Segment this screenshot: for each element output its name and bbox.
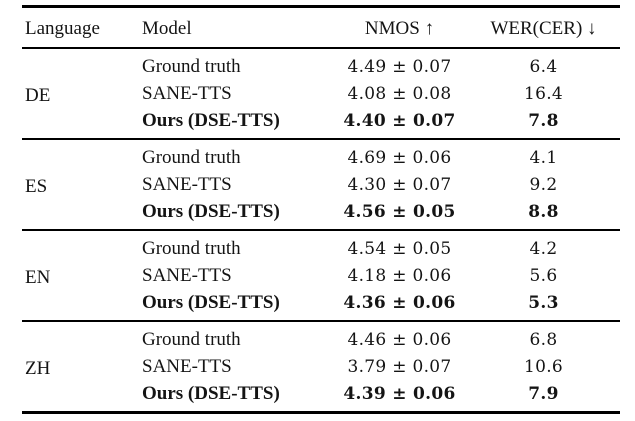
model-cell: SANE-TTS [142,355,232,377]
col-header-language: Language [25,18,100,39]
wer-cell: 9.2 [529,174,558,195]
wer-cell: 6.4 [529,56,558,77]
language-block-es: ES Ground truth 4.69 ± 0.06 4.1 SANE-TTS… [22,139,620,230]
nmos-cell: 4.49 ± 0.07 [347,56,452,77]
wer-cell: 8.8 [528,201,559,222]
language-block-en: EN Ground truth 4.54 ± 0.05 4.2 SANE-TTS… [22,230,620,321]
nmos-cell: 4.39 ± 0.06 [343,383,456,404]
language-cell: DE [25,84,51,106]
model-cell: Ours (DSE-TTS) [142,382,280,404]
table-row: SANE-TTS 4.08 ± 0.08 16.4 [22,80,620,107]
wer-cell: 7.9 [528,383,559,404]
language-block-zh: ZH Ground truth 4.46 ± 0.06 6.8 SANE-TTS… [22,321,620,413]
model-cell: Ground truth [142,55,241,77]
col-header-model: Model [142,18,192,39]
model-cell: SANE-TTS [142,264,232,286]
table-row: ZH Ground truth 4.46 ± 0.06 6.8 [22,321,620,379]
wer-cell: 4.2 [529,238,558,259]
nmos-cell: 4.54 ± 0.05 [347,238,452,259]
nmos-cell: 4.18 ± 0.06 [347,265,452,286]
table-row: Ours (DSE-TTS) 4.40 ± 0.07 7.8 [22,107,620,139]
table-header-row: Language Model NMOS ↑ WER(CER) ↓ [22,7,620,48]
table-row: EN Ground truth 4.54 ± 0.05 4.2 [22,230,620,288]
nmos-cell: 4.08 ± 0.08 [347,83,452,104]
table-row: DE Ground truth 4.49 ± 0.07 6.4 [22,48,620,106]
wer-cell: 5.3 [528,292,559,313]
language-cell: EN [25,266,51,288]
language-cell: ZH [25,357,51,379]
table-row: Ours (DSE-TTS) 4.56 ± 0.05 8.8 [22,198,620,230]
model-cell: Ours (DSE-TTS) [142,109,280,131]
wer-cell: 7.8 [528,110,559,131]
wer-cell: 6.8 [529,329,558,350]
table-row: SANE-TTS 3.79 ± 0.07 10.6 [22,353,620,380]
language-block-de: DE Ground truth 4.49 ± 0.07 6.4 SANE-TTS… [22,48,620,139]
nmos-cell: 4.56 ± 0.05 [343,201,456,222]
nmos-cell: 4.69 ± 0.06 [347,147,452,168]
model-cell: SANE-TTS [142,173,232,195]
model-cell: Ours (DSE-TTS) [142,200,280,222]
wer-cell: 5.6 [529,265,558,286]
table-row: SANE-TTS 4.18 ± 0.06 5.6 [22,262,620,289]
wer-cell: 16.4 [523,83,564,104]
table-row: Ours (DSE-TTS) 4.39 ± 0.06 7.9 [22,380,620,413]
col-header-wer-down-arrow-icon: WER(CER) ↓ [490,18,597,39]
nmos-cell: 4.36 ± 0.06 [343,292,456,313]
table-row: ES Ground truth 4.69 ± 0.06 4.1 [22,139,620,197]
wer-cell: 4.1 [529,147,558,168]
nmos-cell: 4.30 ± 0.07 [347,174,452,195]
nmos-cell: 4.46 ± 0.06 [347,329,452,350]
results-table: Language Model NMOS ↑ WER(CER) ↓ DE Grou… [22,5,620,414]
model-cell: Ours (DSE-TTS) [142,291,280,313]
wer-cell: 10.6 [523,356,564,377]
table-row: Ours (DSE-TTS) 4.36 ± 0.06 5.3 [22,289,620,321]
language-cell: ES [25,175,48,197]
nmos-cell: 3.79 ± 0.07 [347,356,452,377]
model-cell: Ground truth [142,328,241,350]
model-cell: Ground truth [142,146,241,168]
table-row: SANE-TTS 4.30 ± 0.07 9.2 [22,171,620,198]
model-cell: Ground truth [142,237,241,259]
model-cell: SANE-TTS [142,82,232,104]
col-header-nmos-up-arrow-icon: NMOS ↑ [364,18,435,39]
nmos-cell: 4.40 ± 0.07 [343,110,456,131]
